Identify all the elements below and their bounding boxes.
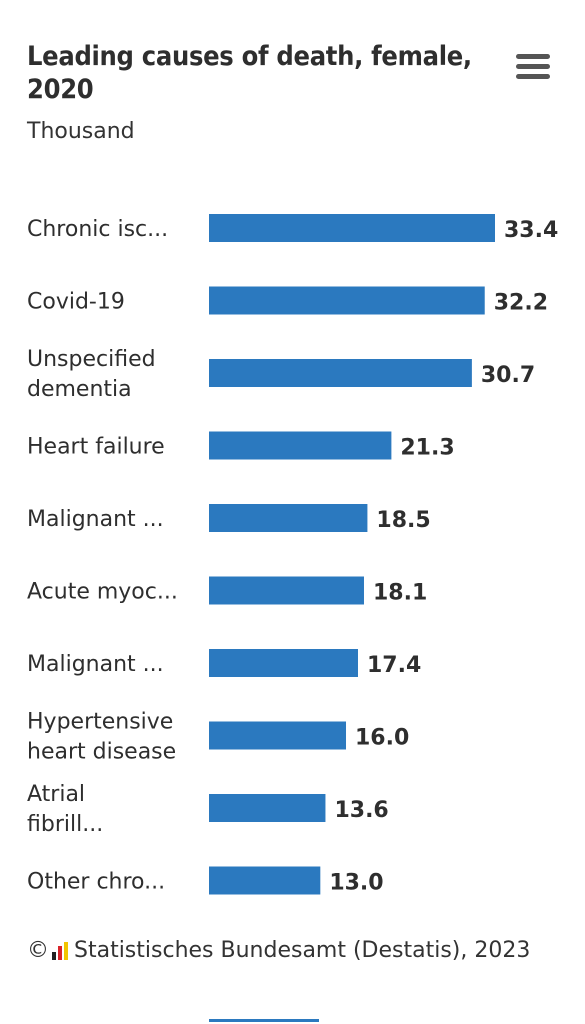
data-label: 18.1 — [373, 581, 427, 606]
category-label: Covid-19 — [27, 290, 125, 315]
category-label: Heart failure — [27, 435, 165, 460]
data-label: 32.2 — [494, 291, 548, 316]
menu-line — [516, 74, 550, 79]
data-label: 13.6 — [334, 798, 388, 823]
menu-line — [516, 54, 550, 59]
bar-chart: Chronic isc... 33.4 Covid-19 32.2 Unspecifie… — [27, 214, 558, 896]
bar[interactable] — [209, 576, 364, 605]
data-label: 17.4 — [367, 653, 421, 678]
data-label: 33.4 — [504, 218, 558, 243]
category-label: Unspecified dementia — [27, 347, 156, 402]
source-text[interactable]: Statistisches Bundesamt (Destatis), 2023 — [74, 938, 531, 963]
data-label: 18.5 — [376, 508, 430, 533]
category-label: Hypertensive heart disease — [27, 710, 176, 765]
data-label: 21.3 — [400, 436, 454, 461]
hamburger-menu-icon[interactable] — [516, 54, 550, 82]
data-label: 30.7 — [481, 363, 535, 388]
bar[interactable] — [209, 286, 485, 315]
bar[interactable] — [209, 431, 392, 460]
bar[interactable] — [209, 649, 358, 677]
bar[interactable] — [209, 359, 472, 387]
bar[interactable] — [209, 721, 347, 750]
category-label: Chronic isc... — [27, 217, 168, 242]
bar[interactable] — [209, 794, 326, 822]
scroll-indicator — [209, 1019, 319, 1022]
bar[interactable] — [209, 214, 495, 242]
category-label: Malignant ... — [27, 652, 164, 677]
copyright-symbol: © — [27, 938, 49, 963]
bar[interactable] — [209, 504, 368, 532]
chart-subtitle: Thousand — [27, 119, 135, 144]
chart-title: Leading causes of death, female, 2020 — [27, 41, 472, 105]
category-label: Acute myoc... — [27, 580, 178, 605]
data-label: 16.0 — [355, 726, 409, 751]
category-label: Other chro... — [27, 870, 165, 895]
destatis-logo-icon — [52, 941, 68, 960]
chart-header: Leading causes of death, female, 2020 Th… — [27, 40, 487, 144]
category-label: Malignant ... — [27, 507, 164, 532]
data-label: 13.0 — [329, 871, 383, 896]
bar[interactable] — [209, 866, 321, 895]
source-footer: © Statistisches Bundesamt (Destatis), 20… — [27, 938, 530, 963]
category-label: Atrial fibrill... — [27, 782, 103, 837]
menu-line — [516, 64, 550, 69]
